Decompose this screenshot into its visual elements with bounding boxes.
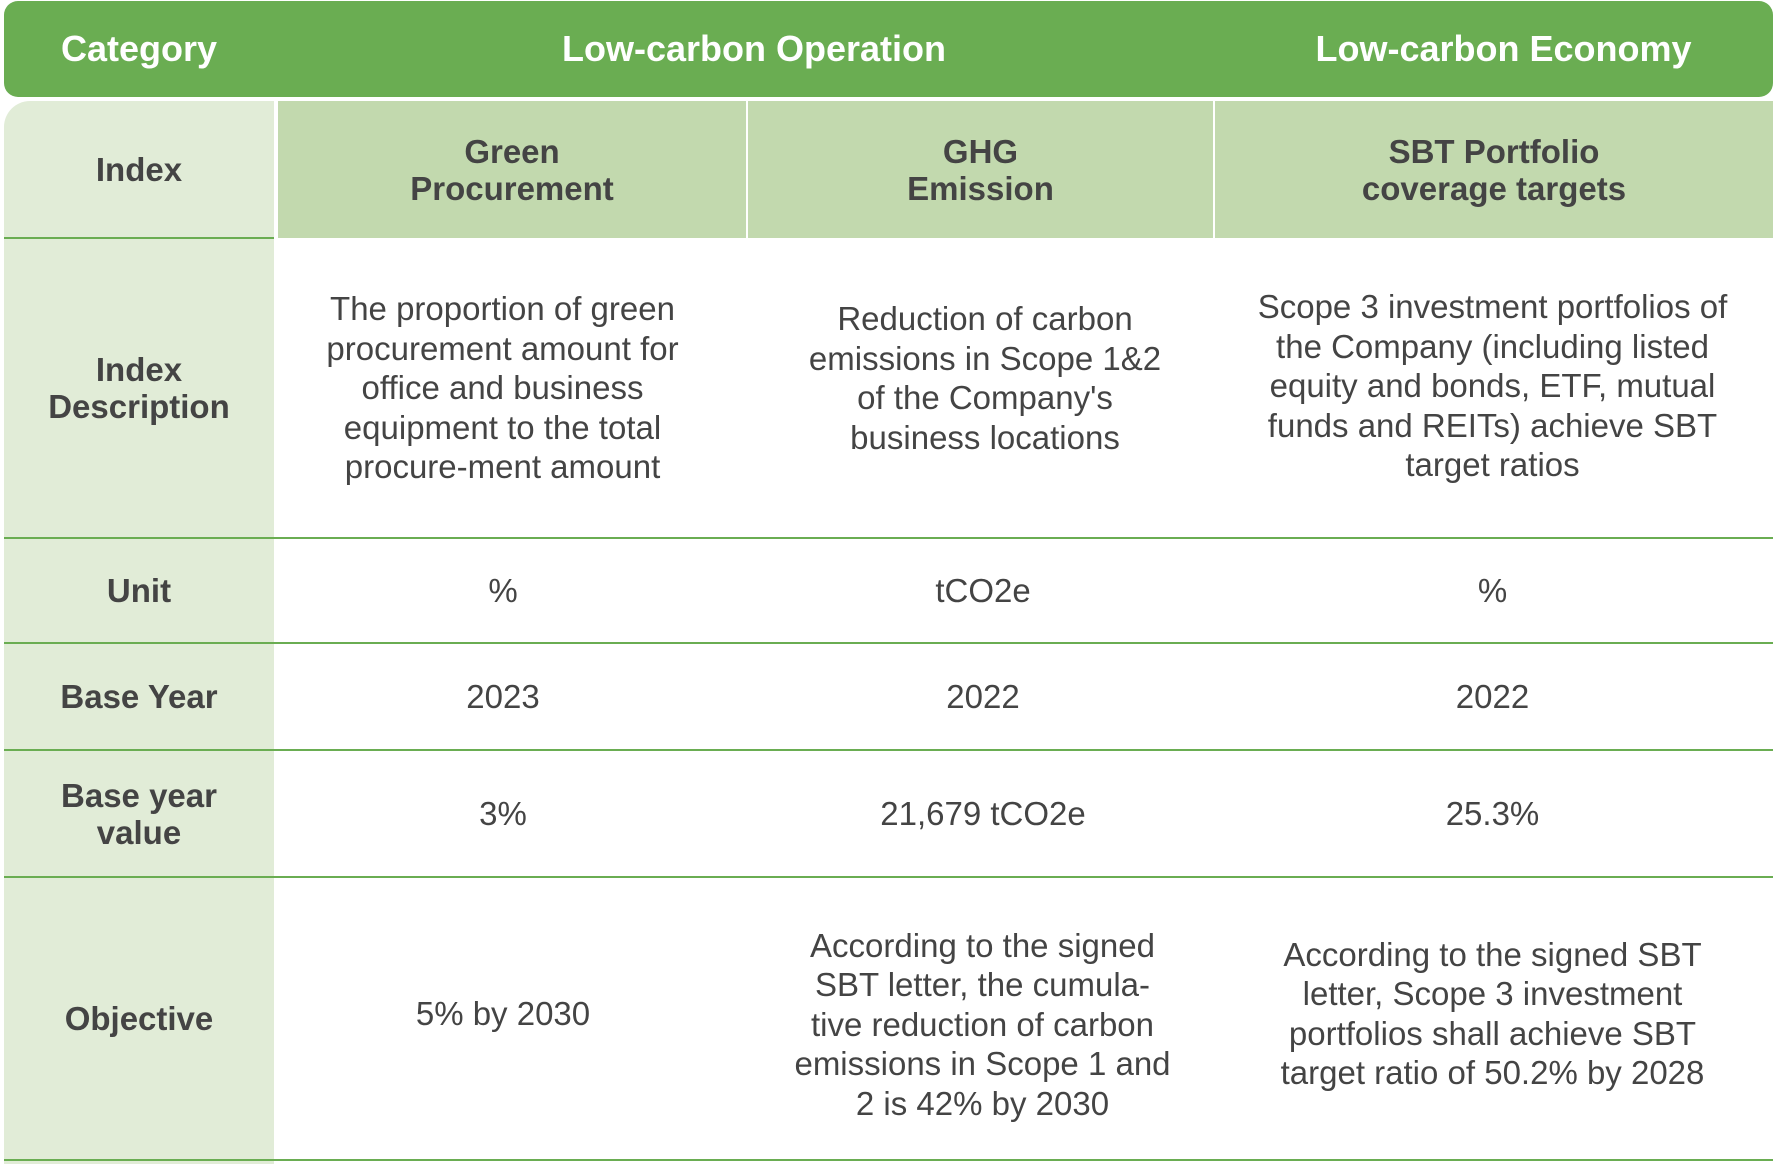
base-year-ghg-emission: 2022 [946,677,1020,715]
base-year-value-green-procurement: 3% [479,794,527,832]
row-separator [4,537,1773,539]
row-label-objective: Objective [64,1000,214,1037]
index-green-procurement: Green Procurement [278,101,746,238]
objective-green-procurement: 5% by 2030 [415,994,591,1032]
unit-sbt-portfolio: % [1477,571,1508,609]
row-label-base-year-value: Base year value [61,776,217,851]
row-label-column [4,101,274,1164]
description-green-procurement: The proportion of green procurement amou… [326,290,679,486]
row-label-unit: Unit [106,572,172,609]
header-low-carbon-economy: Low-carbon Economy [1315,28,1692,69]
header-low-carbon-operation: Low-carbon Operation [561,28,946,69]
unit-green-procurement: % [488,571,518,609]
unit-ghg-emission: tCO2e [935,571,1031,609]
index-sbt-portfolio: SBT Portfolio coverage targets [1215,101,1773,238]
row-separator [4,237,274,239]
description-sbt-portfolio: Scope 3 investment portfolios of the Com… [1257,288,1728,484]
row-label-index-description: Index Description [48,351,230,425]
base-year-green-procurement: 2023 [466,677,540,715]
base-year-value-sbt-portfolio: 25.3% [1445,794,1540,832]
table-header: Category Low-carbon Operation Low-carbon… [4,1,1773,97]
row-separator [4,1159,1773,1161]
index-divider [1213,101,1215,238]
base-year-sbt-portfolio: 2022 [1455,677,1530,715]
header-category: Category [60,28,218,69]
row-label-base-year: Base Year [60,678,218,715]
index-divider [746,101,748,238]
objective-sbt-portfolio: According to the signed SBT letter, Scop… [1280,935,1705,1092]
row-separator [4,876,1773,878]
description-ghg-emission: Reduction of carbon emissions in Scope 1… [808,300,1162,456]
row-separator [4,749,1773,751]
index-ghg-emission: GHG Emission [748,101,1213,238]
row-label-index: Index [95,151,183,188]
row-separator [4,642,1773,644]
base-year-value-ghg-emission: 21,679 tCO2e [880,794,1086,832]
objective-ghg-emission: According to the signed SBT letter, the … [794,926,1171,1122]
